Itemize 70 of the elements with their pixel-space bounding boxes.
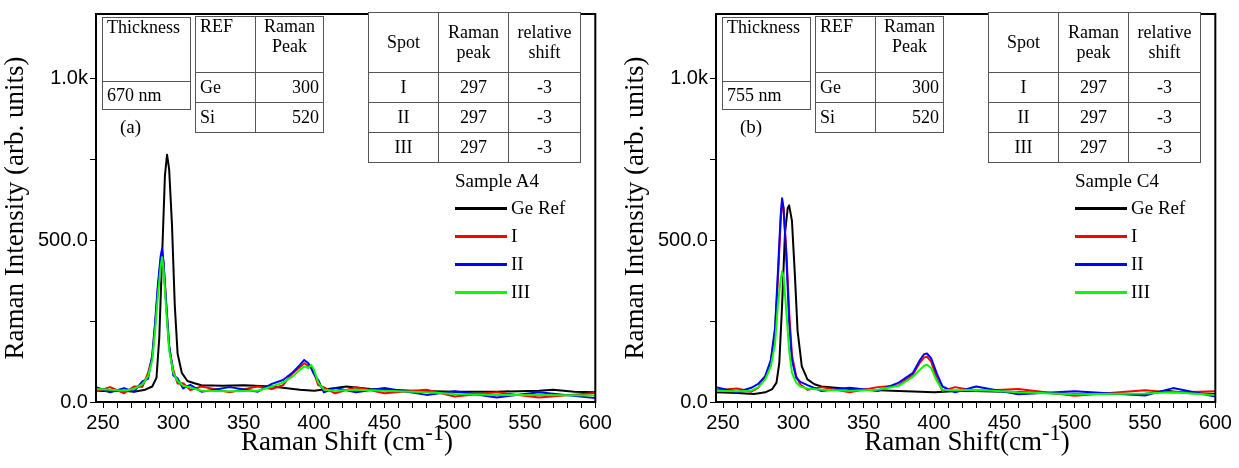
- legend-label: Ge Ref: [1131, 197, 1186, 219]
- annotation: 297: [438, 102, 509, 133]
- annotation: (b): [740, 116, 763, 138]
- x-tick-label: 550: [1128, 410, 1162, 433]
- annotation: -3: [508, 102, 581, 133]
- annotation: Thickness: [102, 17, 191, 82]
- annotation: Si: [195, 102, 256, 133]
- y-tick-label: 0.0: [60, 389, 88, 412]
- annotation: Raman peak: [438, 12, 509, 73]
- legend-label: III: [1131, 281, 1150, 303]
- annotation: Thickness: [722, 17, 811, 82]
- annotation: Raman Peak: [875, 16, 944, 73]
- annotation: -3: [1128, 72, 1201, 103]
- annotation: I: [368, 72, 439, 103]
- annotation: 297: [438, 132, 509, 163]
- legend-label: III: [511, 281, 530, 303]
- y-tick-label: 0.0: [680, 389, 708, 412]
- annotation: I: [988, 72, 1059, 103]
- legend-label: I: [511, 225, 518, 247]
- annotation: 670 nm: [102, 81, 191, 110]
- x-tick-label: 250: [706, 410, 740, 433]
- x-tick-label: 550: [508, 410, 542, 433]
- y-tick-label: 500.0: [657, 227, 708, 250]
- x-tick-label: 600: [1198, 410, 1232, 433]
- y-axis-title: Raman Intensity (arb. units): [619, 56, 650, 360]
- legend-label: Ge Ref: [511, 197, 566, 219]
- x-tick-label: 300: [776, 410, 811, 433]
- annotation: 297: [438, 72, 509, 103]
- annotation: 297: [1058, 132, 1129, 163]
- legend-title: Sample C4: [1075, 170, 1160, 192]
- annotation: -3: [1128, 132, 1201, 163]
- x-tick-label: 300: [156, 410, 191, 433]
- annotation: II: [368, 102, 439, 133]
- y-tick-label: 1.0k: [50, 66, 89, 89]
- annotation: Ge: [815, 72, 876, 103]
- annotation: -3: [508, 132, 581, 163]
- annotation: Spot: [988, 12, 1059, 73]
- annotation: 297: [1058, 72, 1129, 103]
- annotation: relative shift: [508, 12, 581, 73]
- legend-title: Sample A4: [455, 170, 540, 192]
- annotation: Raman peak: [1058, 12, 1129, 73]
- y-tick-label: 1.0k: [670, 66, 709, 89]
- annotation: III: [988, 132, 1059, 163]
- annotation: 297: [1058, 102, 1129, 133]
- annotation: 520: [255, 102, 324, 133]
- annotation: REF: [815, 16, 876, 73]
- annotation: REF: [195, 16, 256, 73]
- annotation: III: [368, 132, 439, 163]
- annotation: Si: [815, 102, 876, 133]
- annotation: II: [988, 102, 1059, 133]
- legend-label: I: [1131, 225, 1138, 247]
- annotation: Raman Peak: [255, 16, 324, 73]
- x-tick-label: 400: [917, 410, 951, 433]
- annotation: -3: [508, 72, 581, 103]
- legend-label: II: [1131, 253, 1144, 275]
- x-tick-label: 600: [578, 410, 612, 433]
- y-axis-title: Raman Intensity (arb. units): [0, 56, 30, 360]
- annotation: relative shift: [1128, 12, 1201, 73]
- annotation: 520: [875, 102, 944, 133]
- x-tick-label: 250: [86, 410, 120, 433]
- annotation: 300: [875, 72, 944, 103]
- annotation: 755 nm: [722, 81, 811, 110]
- annotation: Ge: [195, 72, 256, 103]
- annotation: -3: [1128, 102, 1201, 133]
- y-tick-label: 500.0: [37, 227, 88, 250]
- annotation: Spot: [368, 12, 439, 73]
- annotation: 300: [255, 72, 324, 103]
- x-tick-label: 400: [297, 410, 331, 433]
- legend-label: II: [511, 253, 524, 275]
- annotation: (a): [120, 116, 142, 138]
